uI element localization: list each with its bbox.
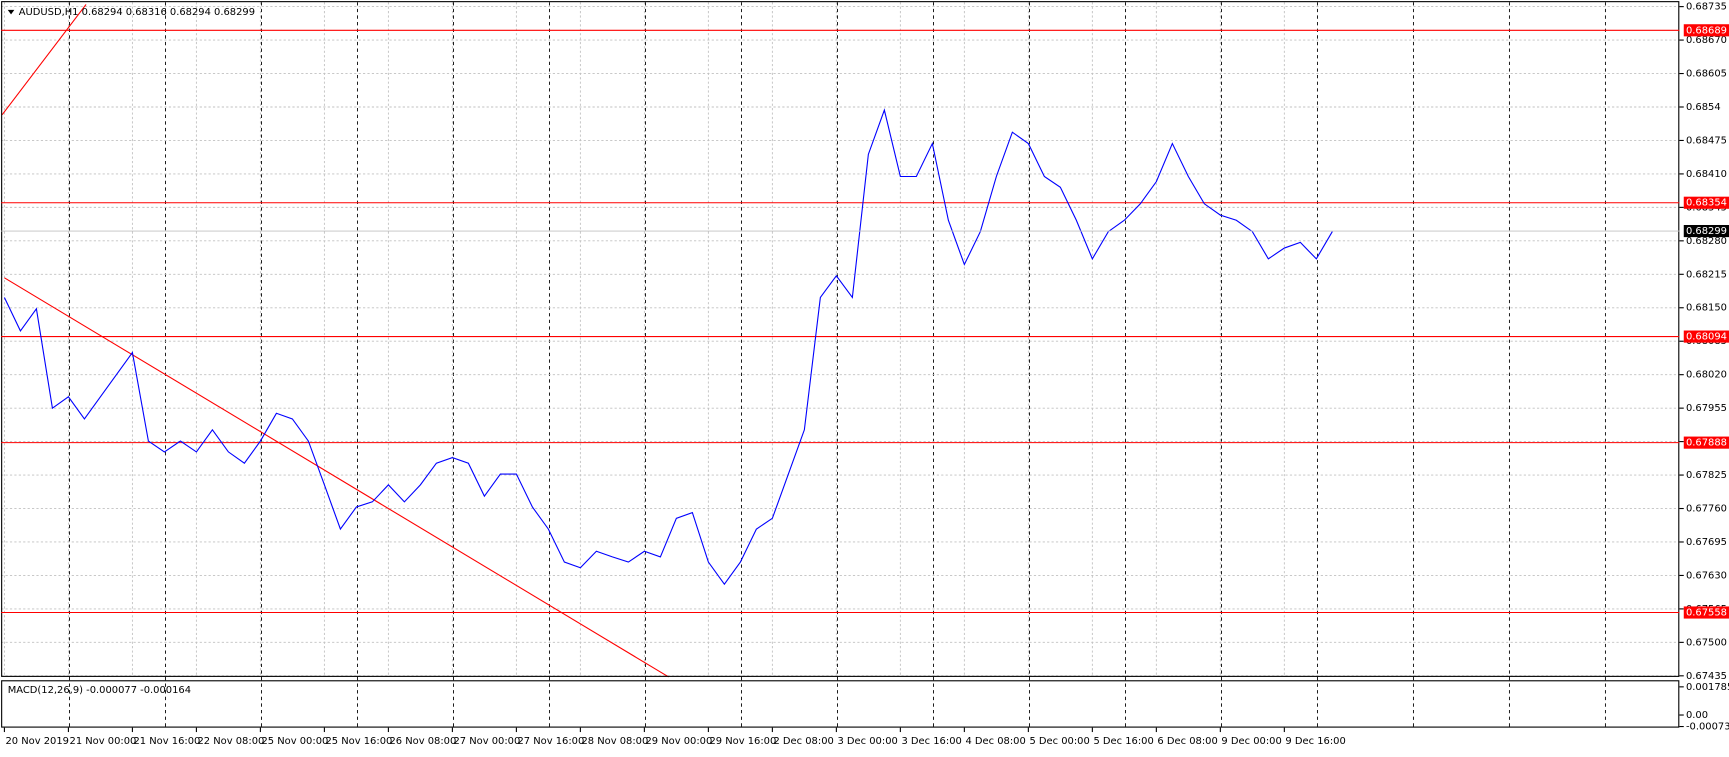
- x-tick-label: 4 Dec 08:00: [965, 736, 1025, 747]
- indicator-tick-label: -0.00073: [1686, 722, 1729, 733]
- y-tick-label: 0.67760: [1686, 504, 1727, 515]
- chart-title: AUDUSD,H1 0.68294 0.68316 0.68294 0.6829…: [19, 7, 255, 18]
- x-tick-label: 3 Dec 00:00: [837, 736, 897, 747]
- x-tick-label: 27 Nov 00:00: [453, 736, 520, 747]
- level-label: 0.68689: [1686, 25, 1727, 36]
- x-tick-label: 21 Nov 00:00: [70, 736, 137, 747]
- level-label-box: [1683, 24, 1729, 37]
- main-panel-border: [1, 1, 1680, 677]
- x-tick-label: 5 Dec 00:00: [1029, 736, 1089, 747]
- y-tick-label: 0.68670: [1686, 35, 1727, 46]
- y-tick-label: 0.68020: [1686, 370, 1727, 381]
- y-tick-label: 0.68150: [1686, 303, 1727, 314]
- y-tick-label: 0.68605: [1686, 69, 1727, 80]
- x-tick-label: 9 Dec 00:00: [1221, 736, 1281, 747]
- level-label: 0.68094: [1686, 332, 1727, 343]
- x-tick-label: 2 Dec 08:00: [773, 736, 833, 747]
- x-tick-label: 6 Dec 08:00: [1157, 736, 1217, 747]
- x-tick-label: 28 Nov 08:00: [581, 736, 648, 747]
- x-tick-label: 29 Nov 00:00: [645, 736, 712, 747]
- level-label: 0.67888: [1686, 438, 1727, 449]
- indicator-title: MACD(12,26,9) -0.000077 -0.000164: [8, 685, 191, 696]
- trend-line: [1, 4, 87, 115]
- x-tick-label: 5 Dec 16:00: [1093, 736, 1153, 747]
- x-tick-label: 3 Dec 16:00: [901, 736, 961, 747]
- y-tick-label: 0.68410: [1686, 169, 1727, 180]
- current-price-label: 0.68299: [1686, 226, 1727, 237]
- level-label: 0.67558: [1686, 608, 1727, 619]
- y-tick-label: 0.68735: [1686, 2, 1727, 13]
- x-tick-label: 22 Nov 08:00: [198, 736, 265, 747]
- y-tick-label: 0.68280: [1686, 236, 1727, 247]
- y-tick-label: 0.67825: [1686, 470, 1727, 481]
- x-tick-label: 25 Nov 00:00: [262, 736, 329, 747]
- level-label: 0.68354: [1686, 198, 1727, 209]
- current-price-box: [1683, 224, 1729, 238]
- y-tick-label: 0.68475: [1686, 135, 1727, 146]
- y-tick-label: 0.6854: [1686, 102, 1721, 113]
- menu-triangle[interactable]: [7, 9, 15, 15]
- x-tick-label: 27 Nov 16:00: [517, 736, 584, 747]
- y-tick-label: 0.67695: [1686, 537, 1727, 548]
- y-tick-label: 0.67435: [1686, 671, 1727, 682]
- y-tick-label: 0.67500: [1686, 637, 1727, 648]
- price-line: [3, 108, 1333, 586]
- indicator-tick-label: 0.001785: [1686, 682, 1729, 693]
- level-label-box: [1683, 606, 1729, 619]
- level-label-box: [1683, 196, 1729, 209]
- x-tick-label: 9 Dec 16:00: [1285, 736, 1345, 747]
- indicator-tick-label: 0.00: [1686, 710, 1708, 721]
- level-label-box: [1683, 330, 1729, 343]
- grid: [1, 2, 1680, 728]
- trend-line: [4, 277, 669, 678]
- level-label-box: [1683, 436, 1729, 449]
- x-tick-label: 21 Nov 16:00: [134, 736, 201, 747]
- y-tick-label: 0.68215: [1686, 269, 1727, 280]
- y-tick-label: 0.67955: [1686, 403, 1727, 414]
- indicator-panel-border: [1, 680, 1680, 728]
- x-tick-label: 20 Nov 2019: [6, 736, 69, 747]
- x-tick-label: 25 Nov 16:00: [325, 736, 392, 747]
- y-tick-label: 0.67630: [1686, 570, 1727, 581]
- x-tick-label: 29 Nov 16:00: [709, 736, 776, 747]
- x-tick-label: 26 Nov 08:00: [389, 736, 456, 747]
